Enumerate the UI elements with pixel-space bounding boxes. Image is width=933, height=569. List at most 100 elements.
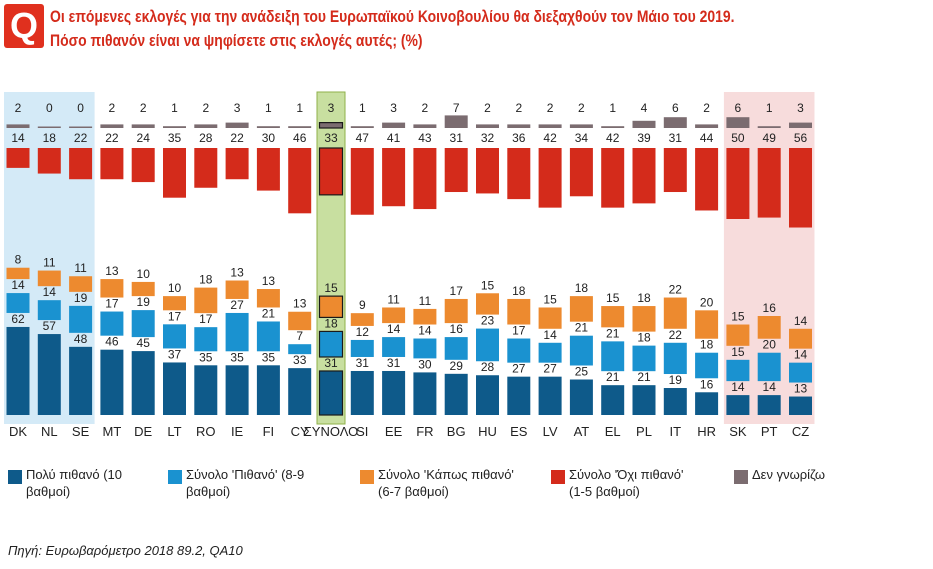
bar-segment-fi-s3 — [256, 148, 280, 191]
bar-segment-fr-s4 — [413, 124, 437, 128]
bar-segment-dk-s0 — [6, 326, 30, 415]
data-label-si-s2: 9 — [359, 298, 366, 312]
data-label-cz-s4: 3 — [797, 101, 804, 115]
bar-segment-ie-s2 — [225, 280, 249, 299]
data-label-fi-s2: 13 — [262, 274, 276, 288]
bar-segment-ee-s3 — [382, 148, 406, 207]
data-label-hr-s1: 18 — [700, 338, 714, 352]
bar-segment-ee-s0 — [382, 370, 406, 415]
bar-segment-cy-s1 — [288, 344, 312, 355]
bar-segment-dk-s4 — [6, 124, 30, 128]
bar-segment-at-s3 — [569, 148, 593, 197]
data-label-cy-s0: 33 — [293, 353, 307, 367]
bar-segment-fr-s0 — [413, 372, 437, 415]
bar-segment-pl-s3 — [632, 148, 656, 204]
data-label-lv-s2: 15 — [543, 292, 557, 306]
bar-segment-συνολο-s4 — [318, 121, 344, 129]
data-label-el-s4: 1 — [609, 101, 616, 115]
tick-label-es: ES — [510, 424, 528, 439]
data-label-se-s3: 22 — [74, 131, 88, 145]
bar-segment-ee-s2 — [382, 307, 406, 324]
bar-segment-dk-s2 — [6, 267, 30, 280]
bar-segment-pt-s2 — [757, 316, 781, 339]
bar-segment-it-s1 — [663, 342, 687, 375]
bar-segment-se-s4 — [69, 126, 93, 128]
data-label-ie-s0: 35 — [230, 350, 244, 364]
tick-label-de: DE — [134, 424, 152, 439]
data-label-cy-s4: 1 — [296, 101, 303, 115]
data-label-pl-s4: 4 — [641, 101, 648, 115]
data-label-sk-s2: 15 — [731, 310, 745, 324]
bar-segment-at-s2 — [569, 296, 593, 322]
data-label-hu-s0: 28 — [481, 360, 495, 374]
tick-label-dk: DK — [9, 424, 27, 439]
bar-segment-fi-s1 — [256, 321, 280, 352]
data-label-el-s0: 21 — [606, 370, 620, 384]
legend-swatch-very-likely — [8, 470, 22, 484]
bar-segment-se-s1 — [69, 305, 93, 333]
bar-segment-fr-s2 — [413, 308, 437, 325]
data-label-lv-s1: 14 — [543, 328, 557, 342]
bar-segment-sk-s0 — [726, 395, 750, 415]
bar-segment-ro-s2 — [194, 287, 218, 314]
data-label-hu-s2: 15 — [481, 278, 495, 292]
data-label-se-s2: 11 — [74, 261, 87, 275]
bar-segment-hu-s1 — [476, 328, 499, 362]
bar-segment-lv-s4 — [538, 124, 562, 128]
tick-label-pl: PL — [636, 424, 652, 439]
bar-segment-cy-s0 — [288, 368, 312, 415]
data-label-el-s3: 42 — [606, 131, 620, 145]
bar-segment-fi-s2 — [256, 289, 280, 308]
data-label-hu-s1: 23 — [481, 314, 495, 328]
data-label-cy-s2: 13 — [293, 297, 307, 311]
data-label-ee-s2: 11 — [387, 292, 400, 306]
data-label-sk-s0: 14 — [731, 380, 745, 394]
data-label-ee-s3: 41 — [387, 131, 401, 145]
bar-segment-συνολο-s1 — [318, 330, 344, 358]
data-label-se-s0: 48 — [74, 332, 88, 346]
bar-segment-cz-s2 — [789, 328, 812, 349]
data-label-bg-s0: 29 — [450, 359, 464, 373]
bar-segment-el-s2 — [601, 306, 625, 328]
bar-segment-dk-s3 — [6, 148, 30, 168]
bar-segment-fr-s1 — [413, 338, 437, 359]
data-label-lt-s4: 1 — [171, 101, 178, 115]
data-label-at-s2: 18 — [575, 281, 589, 295]
bar-segment-si-s3 — [350, 148, 374, 215]
data-label-si-s0: 31 — [356, 356, 370, 370]
bar-segment-ro-s1 — [194, 327, 218, 352]
tick-label-se: SE — [72, 424, 90, 439]
bar-segment-mt-s4 — [100, 124, 124, 128]
bar-segment-de-s0 — [131, 351, 155, 415]
data-label-ro-s4: 2 — [202, 101, 209, 115]
bar-segment-pl-s1 — [632, 345, 656, 372]
data-label-pl-s3: 39 — [637, 131, 651, 145]
data-label-fr-s0: 30 — [418, 357, 432, 371]
data-label-lv-s4: 2 — [547, 101, 554, 115]
data-label-it-s4: 6 — [672, 101, 679, 115]
data-label-hr-s0: 16 — [700, 377, 714, 391]
data-label-lv-s0: 27 — [543, 362, 557, 376]
bar-segment-pt-s3 — [757, 148, 781, 218]
tick-label-ro: RO — [196, 424, 216, 439]
data-label-dk-s2: 8 — [15, 253, 22, 267]
tick-label-sk: SK — [729, 424, 747, 439]
data-label-pt-s3: 49 — [763, 131, 777, 145]
data-label-συνολο-s0: 31 — [324, 356, 338, 370]
bar-segment-de-s1 — [131, 310, 155, 338]
bar-segment-mt-s2 — [100, 279, 124, 298]
tick-label-fi: FI — [263, 424, 275, 439]
data-label-cz-s2: 14 — [794, 314, 808, 328]
bar-segment-mt-s3 — [100, 148, 124, 180]
bar-segment-hu-s3 — [476, 148, 499, 194]
bar-segment-cz-s4 — [789, 122, 812, 128]
data-label-fi-s0: 35 — [262, 350, 276, 364]
bar-segment-cy-s3 — [288, 148, 312, 214]
data-label-pl-s2: 18 — [637, 291, 651, 305]
data-label-bg-s2: 17 — [450, 284, 464, 298]
bar-segment-pt-s4 — [757, 126, 781, 128]
bar-segment-ro-s4 — [194, 124, 218, 128]
bar-segment-pt-s0 — [757, 395, 781, 415]
bar-segment-fr-s3 — [413, 148, 437, 210]
tick-label-συνολο: ΣΥΝΟΛΟ — [304, 424, 359, 439]
